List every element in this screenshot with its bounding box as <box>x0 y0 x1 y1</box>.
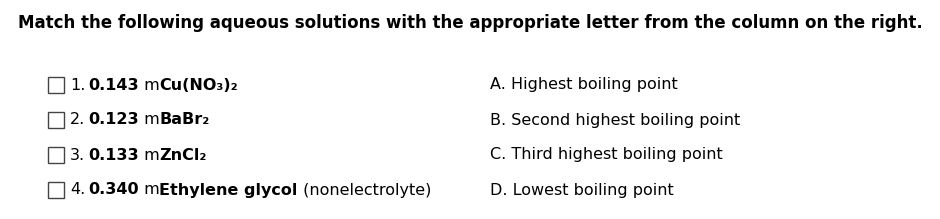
Text: 0.133: 0.133 <box>88 148 138 162</box>
Text: C. Third highest boiling point: C. Third highest boiling point <box>490 148 723 162</box>
Bar <box>48 182 64 198</box>
Bar <box>48 112 64 128</box>
Text: m: m <box>138 148 160 162</box>
Text: 0.340: 0.340 <box>88 182 138 198</box>
Text: B. Second highest boiling point: B. Second highest boiling point <box>490 113 741 127</box>
Bar <box>48 147 64 163</box>
Text: m: m <box>138 78 160 92</box>
Text: m: m <box>138 182 160 198</box>
Text: Cu(NO₃)₂: Cu(NO₃)₂ <box>160 78 238 92</box>
Text: A. Highest boiling point: A. Highest boiling point <box>490 78 678 92</box>
Text: BaBr₂: BaBr₂ <box>160 113 210 127</box>
Text: Match the following aqueous solutions with the appropriate letter from the colum: Match the following aqueous solutions wi… <box>18 14 922 32</box>
Text: ZnCl₂: ZnCl₂ <box>160 148 207 162</box>
Text: 1.: 1. <box>70 78 86 92</box>
Text: m: m <box>138 113 160 127</box>
Text: 0.123: 0.123 <box>88 113 138 127</box>
Text: 3.: 3. <box>70 148 86 162</box>
Text: 0.143: 0.143 <box>88 78 138 92</box>
Text: 4.: 4. <box>70 182 86 198</box>
Text: (nonelectrolyte): (nonelectrolyte) <box>298 182 431 198</box>
Text: D. Lowest boiling point: D. Lowest boiling point <box>490 182 674 198</box>
Bar <box>48 77 64 93</box>
Text: 2.: 2. <box>70 113 86 127</box>
Text: Ethylene glycol: Ethylene glycol <box>160 182 298 198</box>
